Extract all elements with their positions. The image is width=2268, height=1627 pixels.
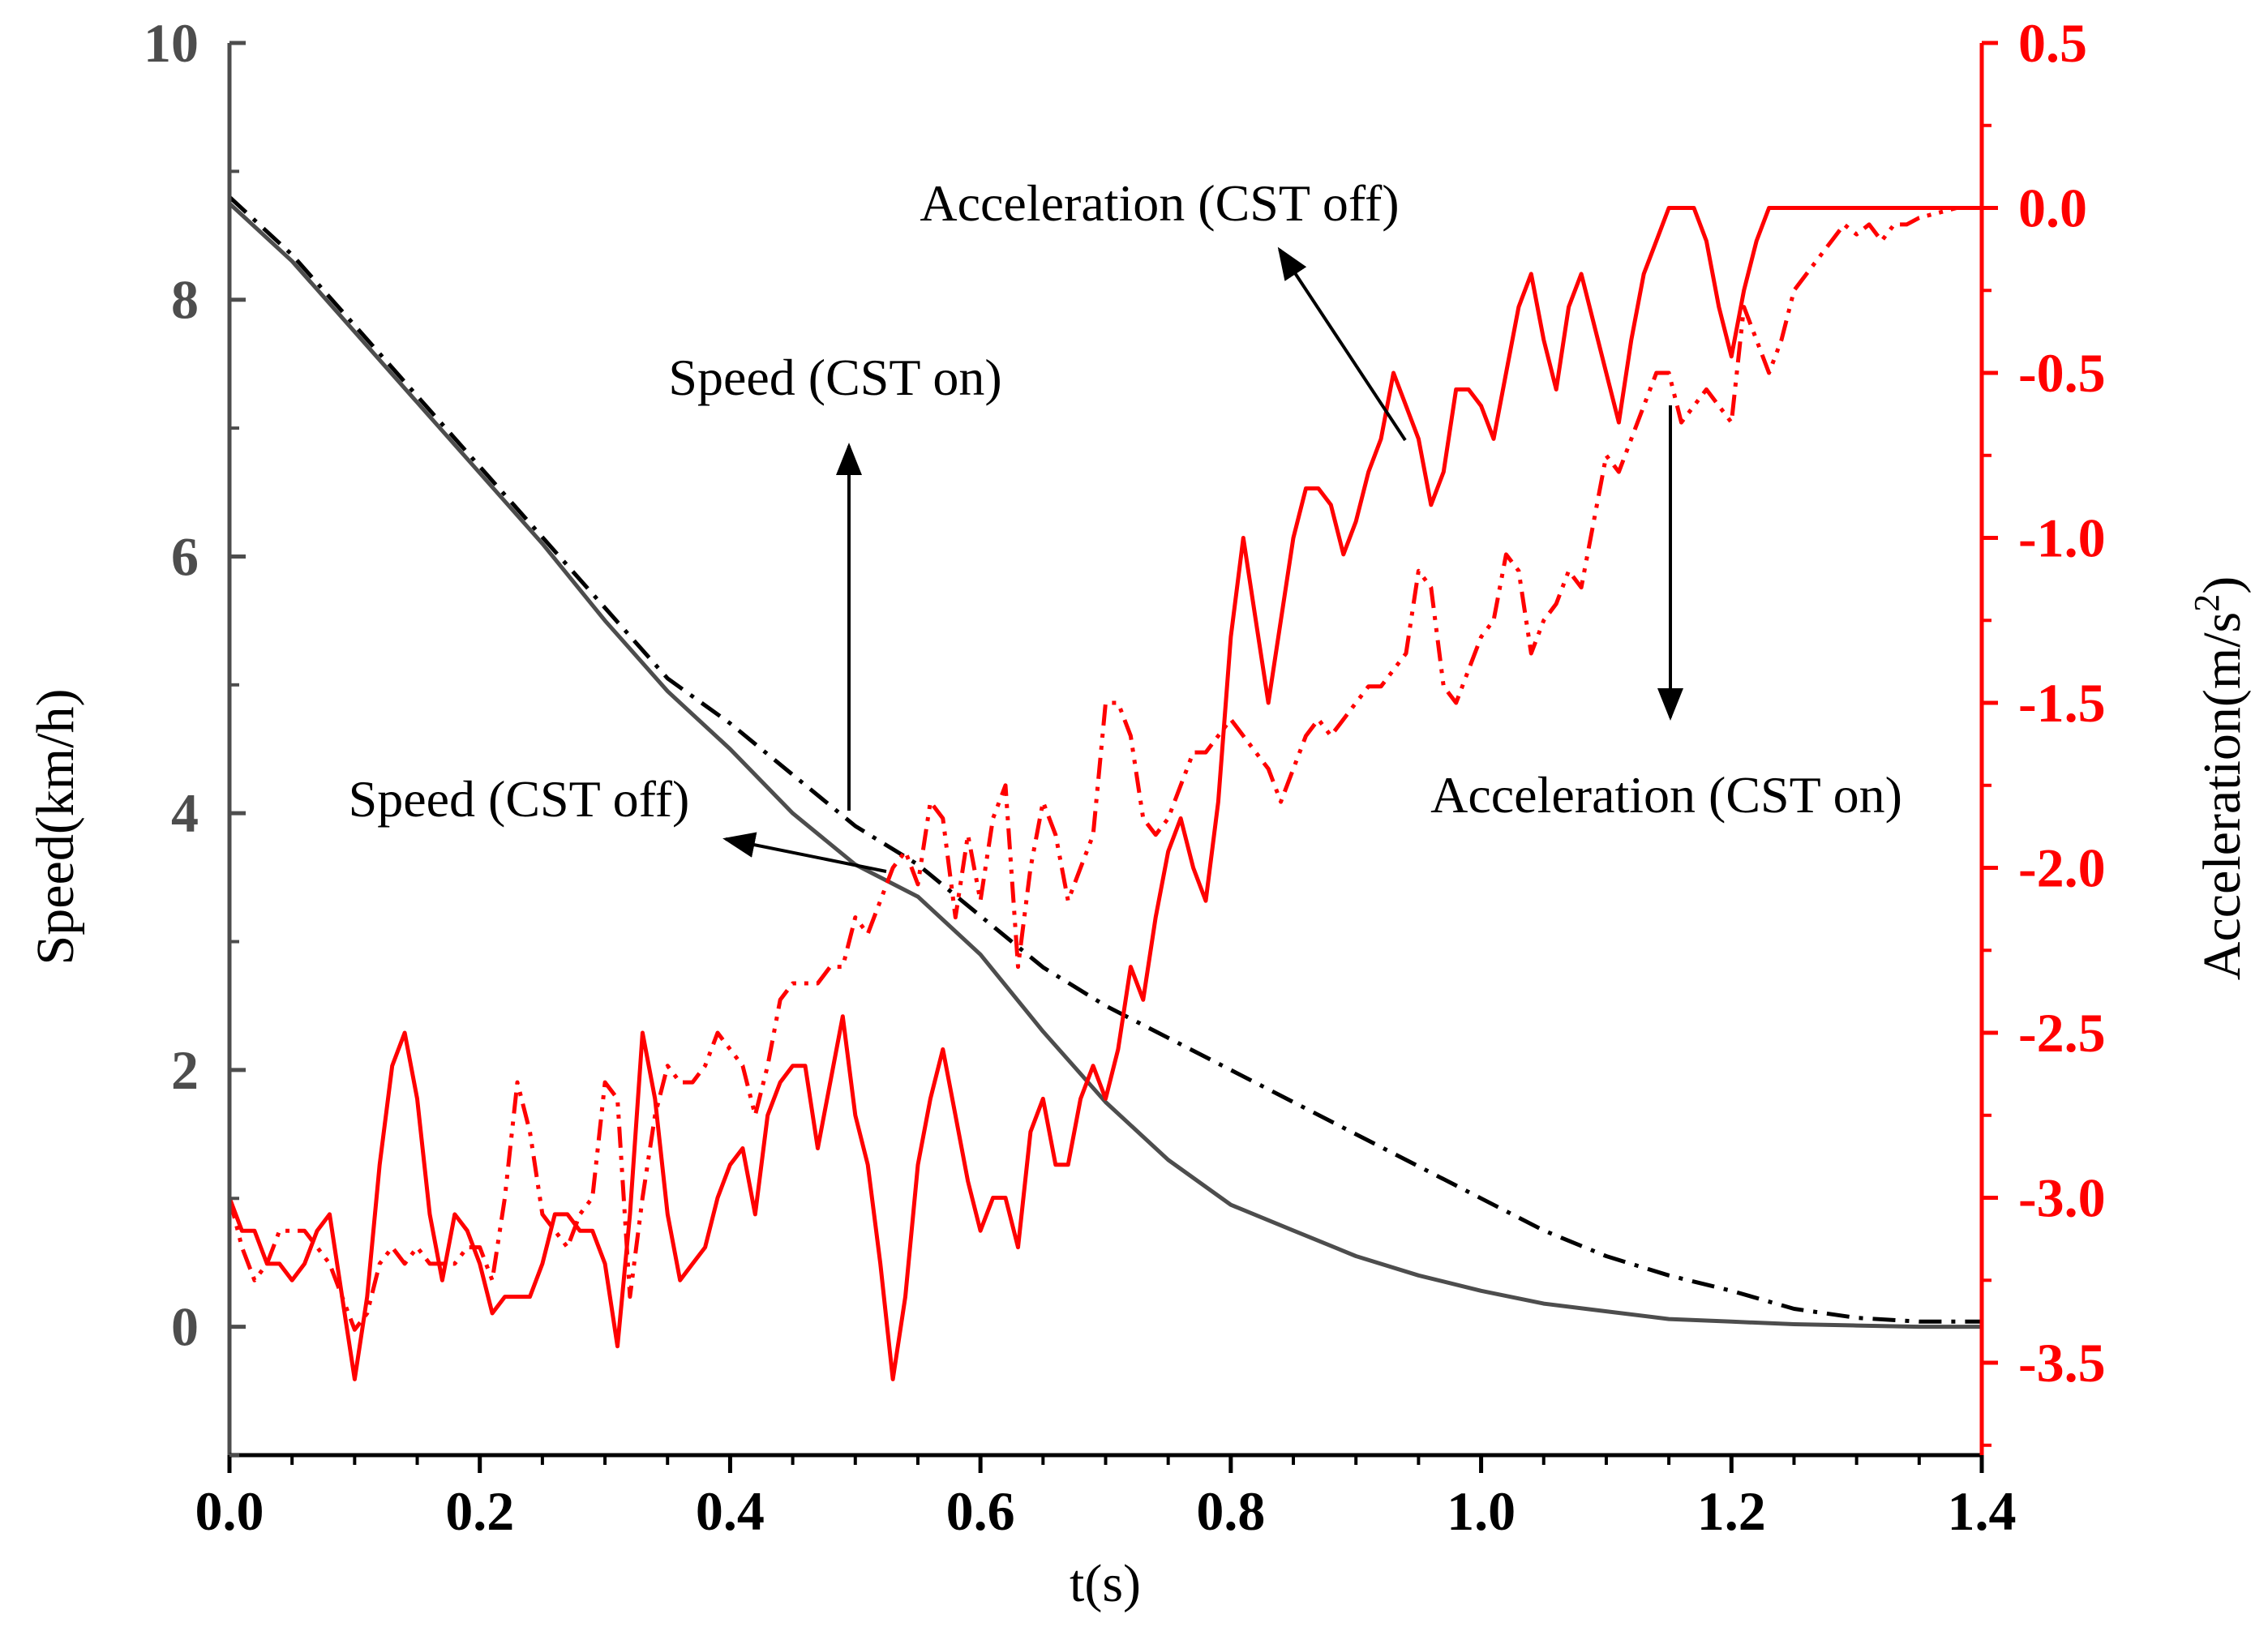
y-right-axis-title: Acceleration(m/s2) bbox=[2187, 576, 2252, 980]
annotations-layer: Acceleration (CST off) Speed (CST on) Sp… bbox=[349, 174, 1902, 873]
y-right-axis-title-sup: 2 bbox=[2187, 594, 2227, 612]
y-right-tick-label: -3.5 bbox=[2018, 1332, 2106, 1394]
annotation-arrow-speed-cst-off bbox=[722, 832, 887, 873]
x-tick-label: 0.6 bbox=[946, 1480, 1015, 1542]
annotation-speed-cst-off: Speed (CST off) bbox=[349, 770, 690, 828]
y-right-tick-label: -0.5 bbox=[2018, 342, 2106, 404]
x-tick-label: 1.0 bbox=[1447, 1480, 1516, 1542]
x-tick-label: 0.2 bbox=[445, 1480, 514, 1542]
x-tick-label: 1.4 bbox=[1948, 1480, 2017, 1542]
y-left-axis-title: Speed(km/h) bbox=[26, 689, 85, 965]
y-left-tick-label: 10 bbox=[144, 12, 199, 74]
axes-layer bbox=[227, 43, 1984, 1458]
series-line-1 bbox=[228, 195, 1982, 1324]
y-left-tick-label: 2 bbox=[171, 1039, 199, 1101]
y-left-tick-label: 0 bbox=[171, 1296, 199, 1358]
y-right-axis-title-main: Acceleration(m/s bbox=[2193, 612, 2252, 980]
y-right-tick-label: 0.0 bbox=[2018, 178, 2087, 239]
y-left-tick-label: 8 bbox=[171, 269, 199, 331]
x-axis-title: t(s) bbox=[1070, 1554, 1141, 1613]
annotation-acc-cst-on: Acceleration (CST on) bbox=[1430, 766, 1902, 824]
y-right-axis-title-close: ) bbox=[2193, 576, 2252, 594]
ticks-layer: 0.0 0.2 0.4 0.6 0.8 1.0 1.2 1.4 0 2 4 6 8 10 -3.5 -3.0 -… bbox=[144, 12, 2106, 1542]
annotation-arrow-acc-cst-off bbox=[1277, 246, 1407, 442]
series-layer bbox=[227, 195, 1982, 1381]
annotation-acc-cst-off: Acceleration (CST off) bbox=[920, 174, 1399, 232]
y-right-tick-label: -1.0 bbox=[2018, 507, 2106, 569]
x-tick-label: 0.8 bbox=[1196, 1480, 1265, 1542]
annotation-speed-cst-on: Speed (CST on) bbox=[668, 349, 1001, 406]
y-right-tick-label: -2.5 bbox=[2018, 1002, 2106, 1064]
y-right-tick-label: -2.0 bbox=[2018, 837, 2106, 899]
y-right-tick-label: -3.0 bbox=[2018, 1167, 2106, 1229]
series-line-3 bbox=[227, 206, 1982, 1332]
y-right-tick-label: -1.5 bbox=[2018, 672, 2106, 734]
series-line-0 bbox=[228, 202, 1982, 1329]
x-tick-label: 0.0 bbox=[195, 1480, 264, 1542]
x-tick-label: 0.4 bbox=[696, 1480, 765, 1542]
y-left-tick-label: 4 bbox=[171, 782, 199, 844]
x-tick-label: 1.2 bbox=[1697, 1480, 1766, 1542]
y-right-tick-label: 0.5 bbox=[2018, 12, 2087, 74]
y-left-tick-label: 6 bbox=[171, 525, 199, 587]
series-line-2 bbox=[227, 206, 1982, 1381]
